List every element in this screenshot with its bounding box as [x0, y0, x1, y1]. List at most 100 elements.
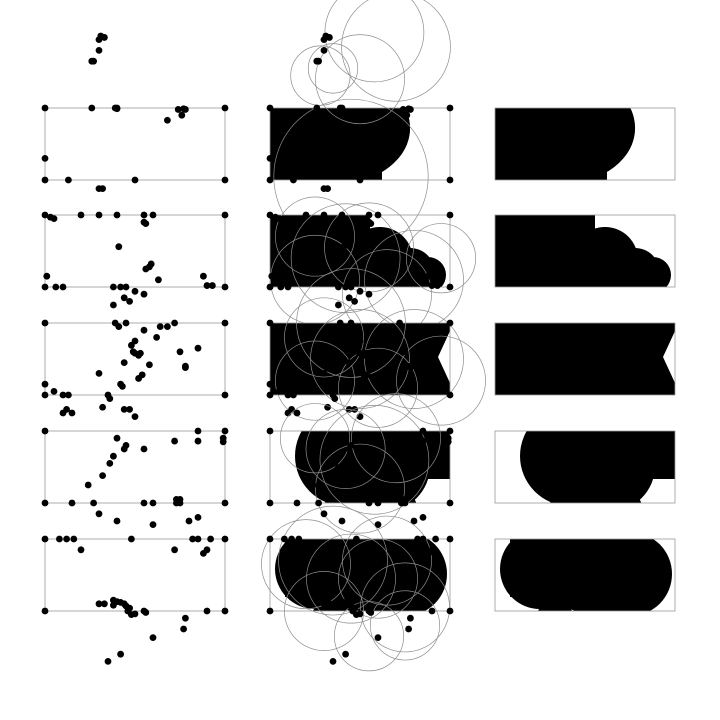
- construction-circle: [284, 297, 364, 378]
- union-fill: [495, 215, 671, 287]
- point: [288, 535, 295, 543]
- construction-circle: [315, 443, 405, 534]
- middle-panel-5: [261, 505, 454, 672]
- point: [425, 272, 432, 280]
- point: [407, 614, 414, 622]
- point: [363, 371, 371, 379]
- point: [446, 391, 454, 399]
- fill-part: [583, 601, 617, 611]
- point: [137, 349, 144, 357]
- point: [342, 650, 349, 658]
- point: [104, 658, 112, 665]
- union-fill: [270, 215, 446, 287]
- point: [171, 437, 179, 445]
- point: [353, 341, 360, 349]
- point: [428, 282, 436, 289]
- point: [266, 391, 274, 399]
- union-fill: [495, 108, 635, 180]
- point: [131, 349, 139, 357]
- construction-circle: [324, 0, 425, 83]
- point: [425, 550, 432, 557]
- point: [389, 116, 396, 124]
- point: [266, 319, 274, 327]
- point: [127, 341, 135, 349]
- point: [106, 460, 114, 467]
- fill-part: [410, 257, 446, 287]
- point: [396, 546, 403, 554]
- point: [371, 361, 378, 369]
- point: [142, 609, 150, 616]
- point: [340, 243, 348, 251]
- point: [335, 283, 342, 291]
- point: [131, 287, 139, 295]
- construction-circle: [364, 309, 464, 409]
- point: [335, 301, 342, 309]
- point: [207, 535, 215, 543]
- construction-circle: [275, 196, 355, 277]
- point: [324, 185, 331, 193]
- point: [401, 499, 409, 507]
- point: [374, 634, 382, 642]
- construction-circle: [278, 505, 388, 616]
- point: [95, 510, 103, 518]
- point: [84, 481, 92, 489]
- middle-panel-4: [266, 393, 454, 534]
- point: [444, 438, 452, 446]
- point: [50, 388, 58, 395]
- point: [182, 614, 189, 622]
- point: [290, 176, 297, 184]
- point: [446, 176, 454, 184]
- point: [120, 406, 128, 413]
- point: [50, 215, 58, 223]
- point: [219, 438, 227, 446]
- construction-circle: [319, 404, 430, 515]
- point: [126, 406, 133, 413]
- point: [203, 607, 211, 615]
- fill-part: [550, 539, 630, 611]
- point: [356, 287, 364, 295]
- point: [99, 185, 106, 193]
- point: [356, 349, 364, 357]
- point: [446, 283, 454, 291]
- left-panel-3: [41, 319, 229, 420]
- fill-part: [655, 323, 675, 395]
- point: [171, 319, 179, 327]
- point: [347, 283, 355, 291]
- point: [344, 382, 351, 390]
- panel-outline: [494, 107, 676, 181]
- point: [266, 104, 274, 112]
- point: [396, 319, 403, 327]
- point: [338, 434, 346, 442]
- point: [155, 276, 162, 284]
- point: [331, 395, 339, 402]
- union-fill: [500, 539, 672, 611]
- point: [194, 535, 202, 543]
- point: [115, 243, 123, 251]
- point: [374, 499, 382, 507]
- point: [131, 610, 139, 618]
- point: [115, 323, 123, 330]
- point: [410, 517, 418, 525]
- right-panel-3: [494, 322, 676, 396]
- point: [266, 499, 274, 507]
- point: [266, 380, 274, 388]
- point: [320, 510, 328, 518]
- point: [185, 517, 193, 525]
- point: [88, 104, 96, 112]
- point: [41, 499, 49, 507]
- point: [113, 434, 121, 442]
- point: [110, 452, 117, 460]
- point: [335, 452, 342, 460]
- point: [405, 105, 412, 113]
- left-panel-5: [41, 535, 229, 665]
- point: [140, 499, 148, 507]
- point: [59, 283, 67, 291]
- point: [41, 104, 49, 112]
- point: [203, 282, 211, 289]
- point: [446, 607, 454, 615]
- point: [378, 334, 385, 341]
- point: [338, 517, 346, 525]
- point: [56, 535, 63, 543]
- point: [41, 211, 49, 219]
- point: [293, 499, 301, 507]
